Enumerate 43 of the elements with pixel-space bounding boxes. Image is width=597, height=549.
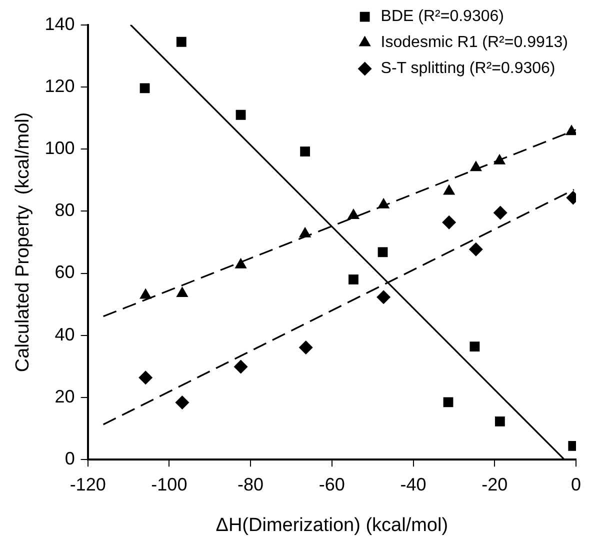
point (470, 342, 480, 352)
point (470, 160, 482, 172)
point (468, 242, 483, 256)
point (378, 247, 388, 258)
legend-label: Isodesmic R1 (R²=0.9913) (380, 34, 568, 52)
point (298, 340, 313, 354)
point (234, 360, 248, 374)
point (493, 154, 506, 164)
x-tick-label: -120 (70, 474, 106, 494)
point (565, 124, 576, 136)
x-tick-label: 0 (570, 474, 581, 494)
point (236, 110, 246, 120)
point (443, 397, 454, 408)
legend-label: S-T splitting (R²=0.9306) (380, 60, 556, 78)
point (300, 146, 310, 156)
point (376, 290, 391, 304)
y-tick-label: 0 (64, 448, 75, 469)
point (138, 370, 153, 385)
y-tick-label: 40 (54, 324, 75, 344)
point (348, 274, 358, 284)
point (493, 206, 508, 220)
point (378, 198, 390, 208)
y-axis-title: Calculated Property (kcal/mol) (12, 112, 34, 372)
point (176, 36, 186, 47)
point (140, 83, 150, 94)
y-tick-label: 140 (44, 14, 75, 34)
y-tick-label: 120 (44, 76, 75, 96)
point (299, 226, 312, 238)
point (494, 416, 505, 426)
x-tick-label: -100 (151, 474, 188, 494)
y-tick-label: 60 (54, 262, 75, 282)
x-tick-label: -20 (482, 474, 508, 494)
point (175, 395, 190, 410)
y-tick-label: 20 (54, 386, 75, 406)
y-tick-label: 100 (44, 138, 75, 158)
x-axis-title: ΔH(Dimerization) (kcal/mol) (216, 514, 448, 536)
y-tick-label: 80 (54, 200, 75, 220)
x-tick-label: -80 (238, 474, 264, 494)
point (442, 215, 456, 230)
x-tick-label: -40 (400, 474, 426, 494)
x-tick-label: -60 (318, 474, 345, 494)
legend-label: BDE (R²=0.9306) (380, 8, 504, 26)
point (443, 184, 456, 195)
